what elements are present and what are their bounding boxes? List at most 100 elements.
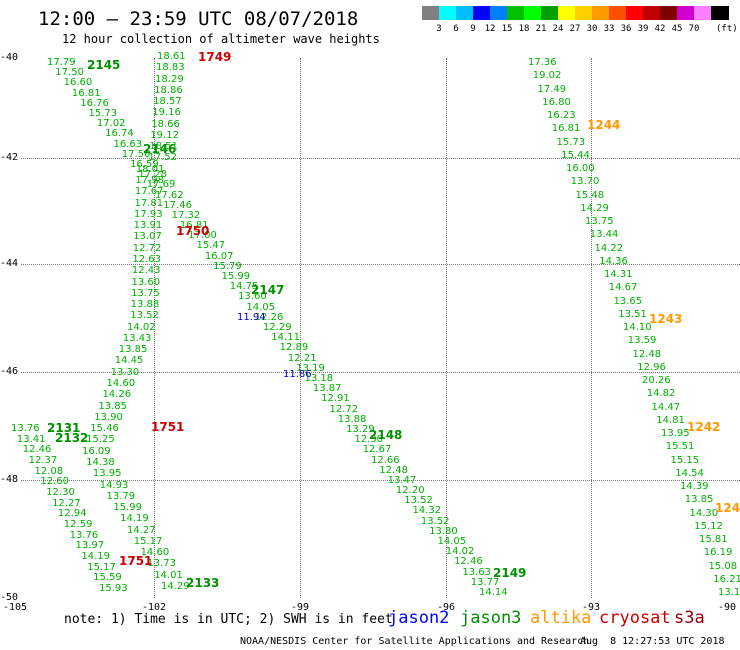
parallel-line <box>21 264 740 265</box>
wave-height-value: 14.81 <box>656 414 685 426</box>
wave-height-value: 15.25 <box>86 434 115 446</box>
scale-swatch <box>609 6 627 20</box>
scale-swatch <box>592 6 610 20</box>
wave-height-value: 14.60 <box>140 547 170 559</box>
wave-height-value: 16.09 <box>82 445 111 457</box>
wave-height-value: 18.57 <box>153 96 182 108</box>
wave-height-value: 16.00 <box>566 163 595 174</box>
wave-height-value: 13.77 <box>470 576 500 588</box>
longitude-label: -99 <box>290 602 310 613</box>
scale-label: 9 <box>470 24 476 34</box>
wave-height-value: 18.29 <box>155 73 184 85</box>
wave-height-value: 13.91 <box>133 220 163 232</box>
footnote: note: 1) Time is in UTC; 2) SWH is in fe… <box>64 612 393 627</box>
wave-height-value: 17.50 <box>55 67 84 79</box>
wave-height-value: 12.08 <box>34 465 64 477</box>
wave-height-value: 12.72 <box>329 403 359 415</box>
scale-swatch <box>541 6 559 20</box>
wave-height-value: 17.67 <box>134 186 164 198</box>
pass-time-label: 1751 <box>119 554 153 568</box>
legend-altika: altika <box>530 608 592 628</box>
scale-label: 3 <box>436 24 442 34</box>
scale-swatch <box>575 6 593 20</box>
latitude-label: -42 <box>0 152 19 163</box>
scale-label: 15 <box>501 24 513 34</box>
wave-height-value: 12.27 <box>52 497 81 509</box>
pass-time-label: 1244 <box>587 118 621 132</box>
wave-height-value: 15.15 <box>670 454 700 466</box>
wave-height-value: 14.60 <box>106 378 136 390</box>
wave-height-value: 20.26 <box>642 375 671 386</box>
longitude-label: -93 <box>581 602 601 613</box>
wave-height-value: 14.22 <box>594 242 624 254</box>
wave-height-value: 13.76 <box>69 529 99 541</box>
wave-height-value: 17.46 <box>163 199 192 211</box>
wave-height-value: 13.75 <box>585 216 614 227</box>
wave-height-value: 12.59 <box>63 519 93 530</box>
wave-height-value: 15.73 <box>556 136 586 148</box>
scale-swatch <box>626 6 644 20</box>
pass-time-label: 1243 <box>649 312 683 326</box>
wave-height-value: 19.16 <box>152 107 181 119</box>
legend-jason3: jason3 <box>460 608 522 628</box>
wave-height-value: 14.32 <box>412 505 442 517</box>
wave-height-value: 14.31 <box>604 269 633 280</box>
longitude-label: -96 <box>436 602 456 613</box>
map-title: 12:00 – 23:59 UTC 08/07/2018 <box>38 8 359 30</box>
parallel-line <box>21 372 740 373</box>
latitude-label: -40 <box>0 52 19 63</box>
wave-height-value: 15.48 <box>575 189 605 201</box>
wave-height-value: 12.48 <box>632 348 662 360</box>
scale-swatch <box>422 6 440 20</box>
pass-time-label: 2149 <box>493 566 527 580</box>
wave-height-value: 13.65 <box>613 295 643 307</box>
wave-height-value: 13.75 <box>131 287 160 299</box>
longitude-label: -90 <box>718 602 737 613</box>
wave-height-value: 12.89 <box>279 342 309 354</box>
wave-height-value: 14.30 <box>689 507 719 519</box>
legend-s3a: s3a <box>674 608 705 628</box>
wave-height-value: 12.43 <box>131 265 161 277</box>
pass-time-label: 2145 <box>87 58 121 72</box>
wave-height-value: 13.87 <box>312 383 342 395</box>
wave-height-value: 16.60 <box>63 77 93 89</box>
scale-label: 45 <box>671 24 683 34</box>
wave-height-value: 13.19 <box>296 362 325 374</box>
wave-height-value: 14.75 <box>229 281 259 293</box>
wave-height-value: 13.97 <box>75 540 105 552</box>
wave-height-value: 12.30 <box>354 434 384 446</box>
wave-height-value: 14.47 <box>651 401 681 413</box>
wave-height-value: 13.29 <box>346 423 375 435</box>
wave-height-value: 13.85 <box>98 400 127 412</box>
wave-height-value: 17.79 <box>47 57 76 68</box>
wave-height-value: 14.19 <box>81 551 111 562</box>
wave-height-value: 16.63 <box>113 138 143 150</box>
wave-height-value: 13.47 <box>387 474 417 486</box>
scale-swatch <box>660 6 678 20</box>
wave-height-value: 14.14 <box>479 587 508 598</box>
wave-height-value: 14.29 <box>161 581 190 592</box>
legend-jason2: jason2 <box>388 608 450 628</box>
scale-label: 12 <box>484 24 496 34</box>
scale-label: 30 <box>586 24 598 34</box>
wave-height-value: 13.52 <box>404 495 433 507</box>
wave-height-value: 17.00 <box>188 230 217 242</box>
wave-height-value: 17.93 <box>134 208 163 220</box>
wave-height-value: 15.99 <box>221 271 251 283</box>
pass-time-label: 2133 <box>186 576 220 590</box>
wave-height-value: 17.69 <box>146 179 176 191</box>
scale-swatch <box>490 6 508 20</box>
wave-height-value: 17.52 <box>148 152 178 164</box>
wave-height-value: 15.81 <box>699 534 728 545</box>
wave-height-value: 12.37 <box>28 455 58 466</box>
scale-label: 36 <box>620 24 632 34</box>
wave-height-value: 17.36 <box>528 57 557 68</box>
map-subtitle: 12 hour collection of altimeter wave hei… <box>62 32 380 46</box>
wave-height-value: 14.05 <box>246 301 276 313</box>
scale-label: 27 <box>569 24 581 34</box>
wave-height-value: 16.19 <box>703 547 733 559</box>
wave-height-value: 12.21 <box>287 352 317 364</box>
wave-height-value: 13.90 <box>94 411 123 423</box>
wave-height-value: 13.63 <box>462 566 492 578</box>
longitude-label: -105 <box>3 602 28 613</box>
